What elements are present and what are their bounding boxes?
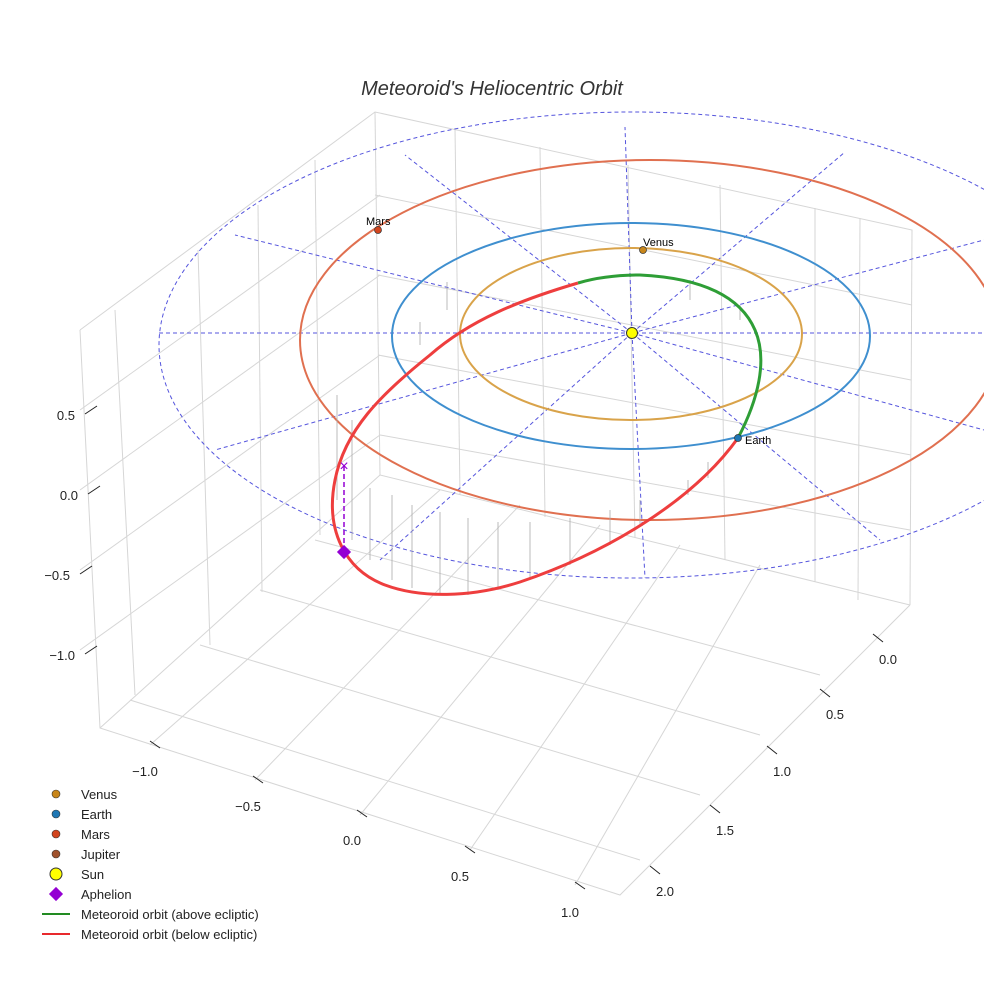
z-tick-mark — [79, 565, 93, 575]
y-tick-mark — [649, 865, 661, 875]
z-tick-label: −1.0 — [49, 648, 75, 663]
y-tick-mark — [872, 633, 884, 643]
legend-jupiter-icon — [51, 849, 61, 859]
legend-item: Meteoroid orbit (above ecliptic) — [42, 907, 259, 922]
legend-item: Venus — [51, 787, 118, 802]
legend-item: Jupiter — [51, 847, 121, 862]
legend-sun-icon — [49, 867, 63, 881]
legend-item: Sun — [49, 867, 104, 882]
mars-label: Mars — [366, 216, 391, 228]
legend-aphelion-icon — [48, 886, 64, 902]
x-tick-mark — [574, 881, 586, 890]
legend-item: Meteoroid orbit (below ecliptic) — [42, 927, 257, 942]
legend-label: Mars — [81, 827, 110, 842]
sun-marker — [626, 327, 638, 339]
legend-venus-icon — [51, 789, 61, 799]
y-tick-label: 0.5 — [826, 707, 844, 722]
x-tick-mark — [149, 740, 161, 749]
legend-item: Aphelion — [48, 886, 132, 902]
venus-label: Venus — [643, 237, 674, 249]
legend-mars-icon — [51, 829, 61, 839]
x-tick-mark — [464, 845, 476, 854]
z-tick-label: −0.5 — [44, 568, 70, 583]
depth-drop-lines — [336, 280, 741, 595]
mars-marker — [374, 226, 382, 234]
mars-orbit — [299, 159, 984, 521]
x-tick-label: −1.0 — [132, 764, 158, 779]
y-tick-label: 2.0 — [656, 884, 674, 899]
chart-title: Meteoroid's Heliocentric Orbit — [361, 78, 624, 100]
x-tick-label: 1.0 — [561, 905, 579, 920]
meteoroid-orbit-above — [577, 273, 763, 439]
legend-label: Sun — [81, 867, 104, 882]
y-tick-label: 0.0 — [879, 652, 897, 667]
y-tick-mark — [819, 688, 831, 698]
z-tick-mark — [84, 645, 98, 655]
legend-item: Mars — [51, 827, 110, 842]
z-tick-mark — [84, 405, 98, 415]
legend-label: Meteoroid orbit (below ecliptic) — [81, 927, 257, 942]
legend-item: Earth — [51, 807, 112, 822]
earth-marker — [734, 434, 742, 442]
venus-marker — [639, 246, 647, 254]
legend-label: Aphelion — [81, 887, 132, 902]
y-tick-label: 1.0 — [773, 764, 791, 779]
legend-label: Earth — [81, 807, 112, 822]
z-tick-label: 0.5 — [57, 408, 75, 423]
legend-label: Meteoroid orbit (above ecliptic) — [81, 907, 259, 922]
x-tick-label: 0.5 — [451, 869, 469, 884]
earth-label: Earth — [745, 435, 771, 447]
pane-grid — [79, 111, 913, 896]
y-tick-label: 1.5 — [716, 823, 734, 838]
y-tick-mark — [766, 745, 778, 755]
meteoroid-orbit-below — [330, 281, 740, 596]
aphelion-projection-x-icon: × — [339, 458, 348, 475]
z-tick-mark — [87, 485, 101, 495]
x-tick-mark — [252, 775, 264, 784]
legend-earth-icon — [51, 809, 61, 819]
z-tick-label: 0.0 — [60, 488, 78, 503]
legend-label: Jupiter — [81, 847, 121, 862]
x-tick-mark — [356, 809, 368, 818]
legend-label: Venus — [81, 787, 118, 802]
aphelion-marker — [336, 544, 352, 560]
earth-orbit — [391, 222, 871, 450]
x-tick-label: −0.5 — [235, 799, 261, 814]
y-tick-mark — [709, 804, 721, 814]
x-tick-label: 0.0 — [343, 833, 361, 848]
